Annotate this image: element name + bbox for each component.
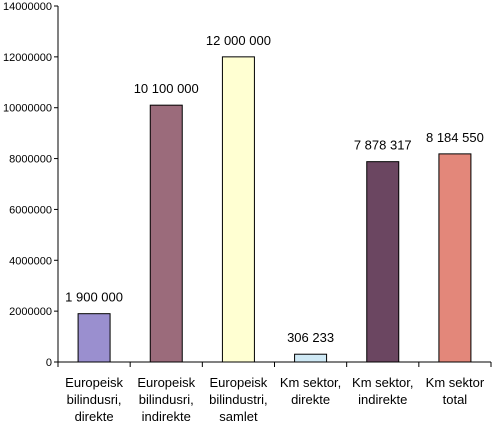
data-label: 1 900 000: [65, 290, 123, 305]
category-label: bilindusri,: [67, 392, 122, 407]
y-tick-label: 4000000: [9, 255, 52, 267]
bar: [221, 56, 255, 363]
y-tick-label: 10000000: [3, 103, 52, 115]
category-label: bilindusri,: [139, 392, 194, 407]
data-label: 306 233: [287, 330, 334, 345]
category-label: direkte: [291, 392, 330, 407]
y-tick-label: 14000000: [3, 1, 52, 13]
bars: [77, 56, 472, 363]
category-label: Km sektor: [426, 375, 485, 390]
category-label: indirekte: [358, 392, 407, 407]
y-tick-label: 12000000: [3, 52, 52, 64]
y-tick-label: 0: [46, 357, 52, 369]
category-label: samlet: [219, 409, 258, 424]
data-label: 8 184 550: [426, 130, 484, 145]
bar: [77, 313, 111, 363]
category-label: Europeisk: [210, 375, 268, 390]
bar: [294, 353, 328, 363]
y-tick-label: 2000000: [9, 306, 52, 318]
category-label: indirekte: [142, 409, 191, 424]
y-tick-label: 6000000: [9, 204, 52, 216]
y-axis: 0 2000000 4000000 6000000 8000000 10000000 120…: [3, 1, 59, 369]
bar: [366, 161, 400, 363]
bar: [438, 153, 472, 363]
category-label: bilindustri,: [209, 392, 268, 407]
y-tick-label: 8000000: [9, 154, 52, 166]
category-label: direkte: [75, 409, 114, 424]
data-label: 12 000 000: [206, 33, 271, 48]
data-label: 7 878 317: [354, 138, 412, 153]
category-label: Europeisk: [137, 375, 195, 390]
x-axis: [57, 361, 492, 367]
data-labels: 1 900 000 10 100 000 12 000 000 306 233 7 87…: [65, 33, 484, 345]
data-label: 10 100 000: [134, 81, 199, 96]
category-label: total: [443, 392, 468, 407]
category-label: Km sektor,: [280, 375, 341, 390]
category-label: Km sektor,: [352, 375, 413, 390]
bar: [149, 104, 183, 363]
category-labels: Europeisk bilindusri, direkte Europeisk bili…: [65, 375, 485, 424]
category-label: Europeisk: [65, 375, 123, 390]
